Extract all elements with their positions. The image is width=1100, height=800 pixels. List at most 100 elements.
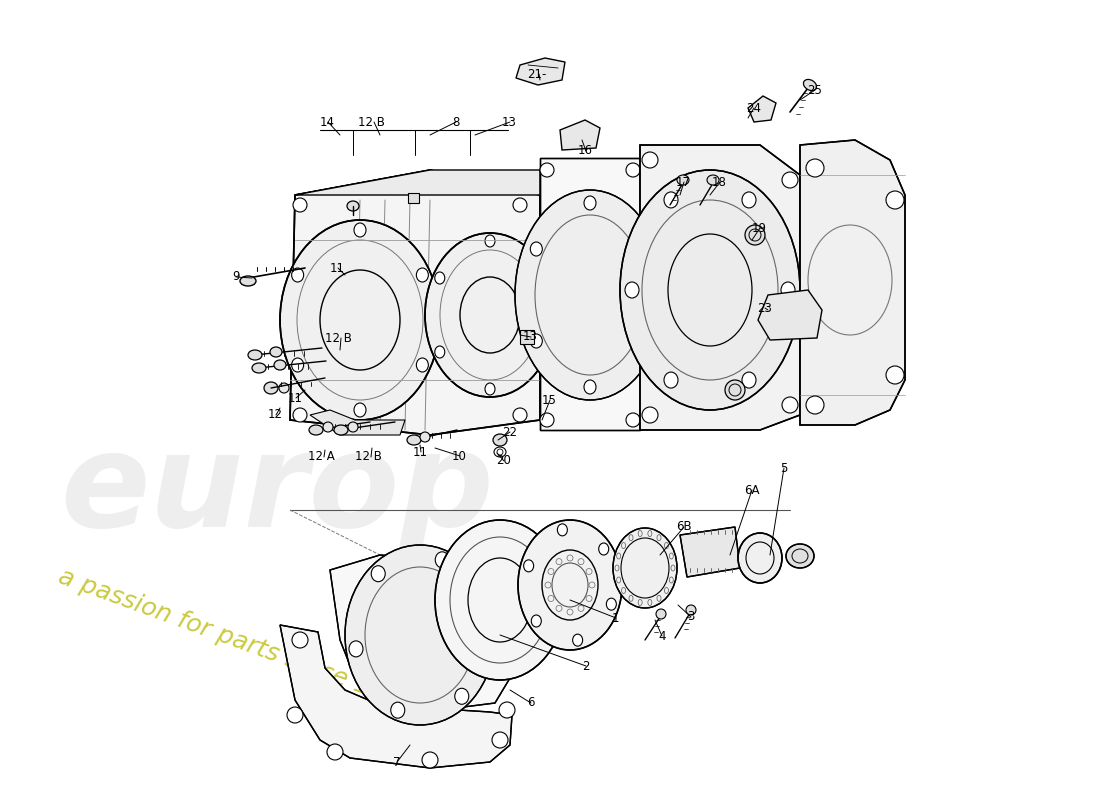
Ellipse shape xyxy=(803,79,816,90)
Ellipse shape xyxy=(742,192,756,208)
Bar xyxy=(408,193,419,203)
Ellipse shape xyxy=(293,198,307,212)
Ellipse shape xyxy=(598,543,608,555)
Polygon shape xyxy=(800,140,905,425)
Ellipse shape xyxy=(642,407,658,423)
Ellipse shape xyxy=(786,544,814,568)
Ellipse shape xyxy=(781,282,795,298)
Text: 11: 11 xyxy=(288,391,302,405)
Ellipse shape xyxy=(782,172,797,188)
Ellipse shape xyxy=(613,528,676,608)
Text: 18: 18 xyxy=(712,175,727,189)
Ellipse shape xyxy=(676,175,689,185)
Text: 3: 3 xyxy=(688,610,694,623)
Ellipse shape xyxy=(626,163,640,177)
Text: 12 B: 12 B xyxy=(355,450,382,463)
Text: 8: 8 xyxy=(452,115,460,129)
Ellipse shape xyxy=(558,524,568,536)
Ellipse shape xyxy=(279,383,289,393)
Text: 20: 20 xyxy=(496,454,510,467)
Ellipse shape xyxy=(417,358,428,372)
Ellipse shape xyxy=(287,707,303,723)
Polygon shape xyxy=(680,527,740,577)
Text: 6A: 6A xyxy=(744,483,759,497)
Ellipse shape xyxy=(354,223,366,237)
Text: 22: 22 xyxy=(502,426,517,438)
Text: 12 B: 12 B xyxy=(324,331,352,345)
Ellipse shape xyxy=(436,552,449,568)
Text: 2: 2 xyxy=(582,659,590,673)
Ellipse shape xyxy=(264,382,278,394)
Polygon shape xyxy=(560,120,600,150)
Text: 15: 15 xyxy=(542,394,557,406)
Text: 1: 1 xyxy=(612,611,619,625)
Text: 5: 5 xyxy=(780,462,788,474)
Ellipse shape xyxy=(492,732,508,748)
Ellipse shape xyxy=(806,159,824,177)
Text: 13: 13 xyxy=(522,330,538,343)
Ellipse shape xyxy=(485,235,495,247)
Ellipse shape xyxy=(274,360,286,370)
Text: 13: 13 xyxy=(502,115,517,129)
Ellipse shape xyxy=(518,520,622,650)
Ellipse shape xyxy=(323,422,333,432)
Text: 16: 16 xyxy=(578,145,593,158)
Ellipse shape xyxy=(638,334,650,348)
Ellipse shape xyxy=(434,520,565,680)
Ellipse shape xyxy=(420,432,430,442)
Ellipse shape xyxy=(536,272,546,284)
Ellipse shape xyxy=(886,191,904,209)
Ellipse shape xyxy=(309,425,323,435)
Ellipse shape xyxy=(434,272,444,284)
Ellipse shape xyxy=(354,403,366,417)
Ellipse shape xyxy=(417,268,428,282)
Text: 21-: 21- xyxy=(527,67,547,81)
Polygon shape xyxy=(295,170,540,195)
Ellipse shape xyxy=(407,435,421,445)
Ellipse shape xyxy=(349,641,363,657)
Ellipse shape xyxy=(806,396,824,414)
Ellipse shape xyxy=(252,363,266,373)
Ellipse shape xyxy=(540,163,554,177)
Bar xyxy=(520,330,534,344)
Ellipse shape xyxy=(454,688,469,704)
Ellipse shape xyxy=(686,605,696,615)
Ellipse shape xyxy=(293,408,307,422)
Text: 19: 19 xyxy=(752,222,767,234)
Ellipse shape xyxy=(425,233,556,397)
Text: 11: 11 xyxy=(330,262,345,274)
Text: 24: 24 xyxy=(746,102,761,114)
Text: 4: 4 xyxy=(658,630,666,642)
Ellipse shape xyxy=(493,434,507,446)
Text: 9: 9 xyxy=(232,270,240,283)
Text: 10: 10 xyxy=(452,450,466,462)
Text: 25: 25 xyxy=(807,83,822,97)
Polygon shape xyxy=(280,625,512,768)
Ellipse shape xyxy=(345,545,495,725)
Ellipse shape xyxy=(584,380,596,394)
Text: 14: 14 xyxy=(320,115,336,129)
Text: 17: 17 xyxy=(676,175,691,189)
Ellipse shape xyxy=(738,533,782,583)
Text: 12 B: 12 B xyxy=(358,115,385,129)
Ellipse shape xyxy=(371,566,385,582)
Ellipse shape xyxy=(745,225,764,245)
Ellipse shape xyxy=(499,702,515,718)
Text: europ: europ xyxy=(60,426,494,554)
Ellipse shape xyxy=(434,346,444,358)
Ellipse shape xyxy=(478,627,492,643)
Text: 6B: 6B xyxy=(676,521,692,534)
Ellipse shape xyxy=(327,744,343,760)
Ellipse shape xyxy=(524,560,534,572)
Ellipse shape xyxy=(742,372,756,388)
Ellipse shape xyxy=(638,242,650,256)
Polygon shape xyxy=(330,555,510,710)
Ellipse shape xyxy=(536,346,546,358)
Text: 6: 6 xyxy=(527,697,535,710)
Ellipse shape xyxy=(292,268,304,282)
Polygon shape xyxy=(516,58,565,85)
Polygon shape xyxy=(748,96,775,122)
Polygon shape xyxy=(758,290,822,340)
Ellipse shape xyxy=(625,282,639,298)
Ellipse shape xyxy=(513,408,527,422)
